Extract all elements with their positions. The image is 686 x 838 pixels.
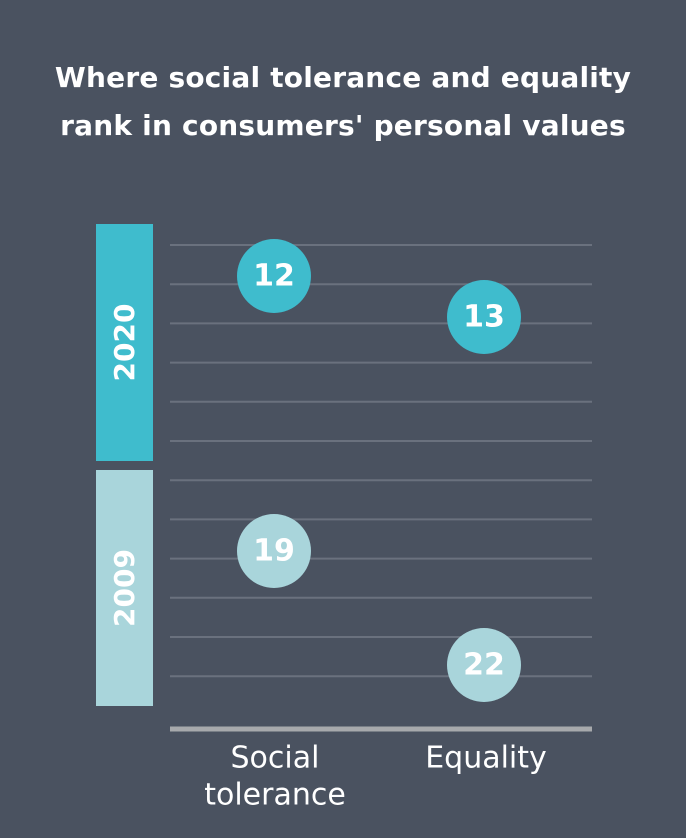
category-label: Social [231,741,320,776]
year-band-2009 [96,470,153,706]
rank-point [447,280,521,354]
rank-label: 12 [253,259,295,294]
rank-point [447,628,521,702]
year-label-2009: 2009 [108,549,141,627]
rank-point [237,514,311,588]
year-band-2020 [96,224,153,461]
rank-label: 22 [463,648,505,683]
chart-title-line-1: Where social tolerance and equality [54,61,632,94]
rank-point [237,239,311,313]
category-label: tolerance [204,778,346,813]
chart-title: Where social tolerance and equality rank… [0,54,686,150]
rank-label: 13 [463,300,505,335]
rank-label: 19 [253,534,295,569]
category-label: Equality [425,741,547,776]
chart-title-line-2: rank in consumers' personal values [60,109,626,142]
year-label-2020: 2020 [108,304,141,382]
